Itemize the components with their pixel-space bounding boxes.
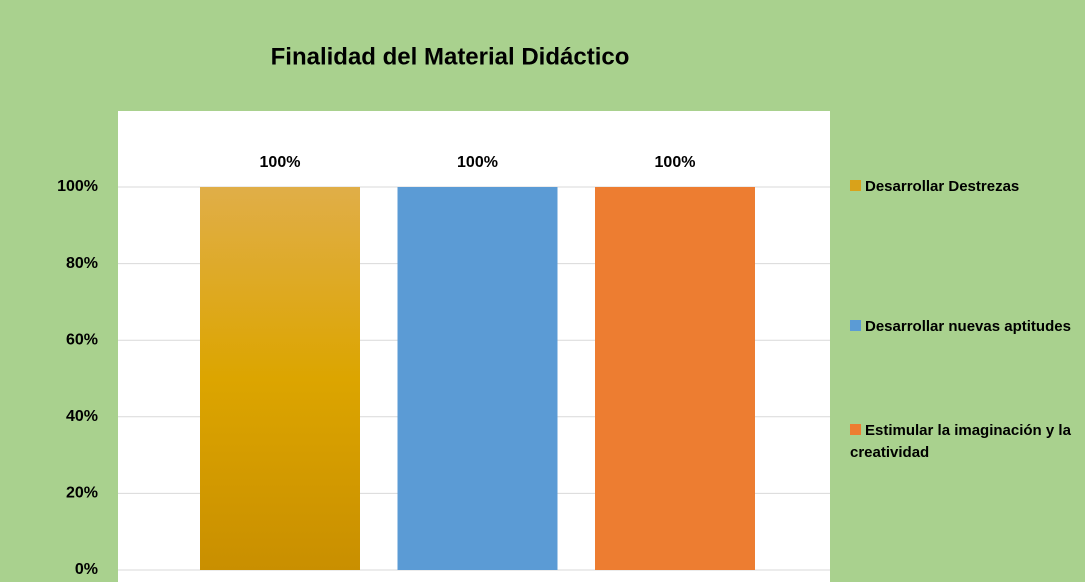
bar [200, 187, 360, 570]
legend-swatch [850, 180, 861, 191]
y-tick-label: 0% [75, 561, 98, 578]
bar [397, 187, 558, 570]
legend-label: Desarrollar nuevas aptitudes [865, 318, 1071, 335]
data-label: 100% [457, 154, 498, 171]
legend-label: Desarrollar Destrezas [865, 178, 1020, 195]
y-tick-label: 60% [66, 331, 98, 348]
legend-item: Estimular la imaginación y la creativida… [850, 420, 1085, 464]
chart-title: Finalidad del Material Didáctico [271, 43, 630, 70]
legend-label: Estimular la imaginación y la creativida… [850, 422, 1071, 461]
y-tick-label: 20% [66, 485, 98, 502]
y-tick-label: 80% [66, 255, 98, 272]
bar [595, 187, 755, 570]
data-label: 100% [260, 154, 301, 171]
legend-swatch [850, 424, 861, 435]
legend-item: Desarrollar Destrezas [850, 176, 1085, 198]
y-tick-label: 40% [66, 408, 98, 425]
legend-swatch [850, 320, 861, 331]
y-tick-label: 100% [57, 178, 98, 195]
data-label: 100% [655, 154, 696, 171]
legend-item: Desarrollar nuevas aptitudes [850, 316, 1085, 338]
